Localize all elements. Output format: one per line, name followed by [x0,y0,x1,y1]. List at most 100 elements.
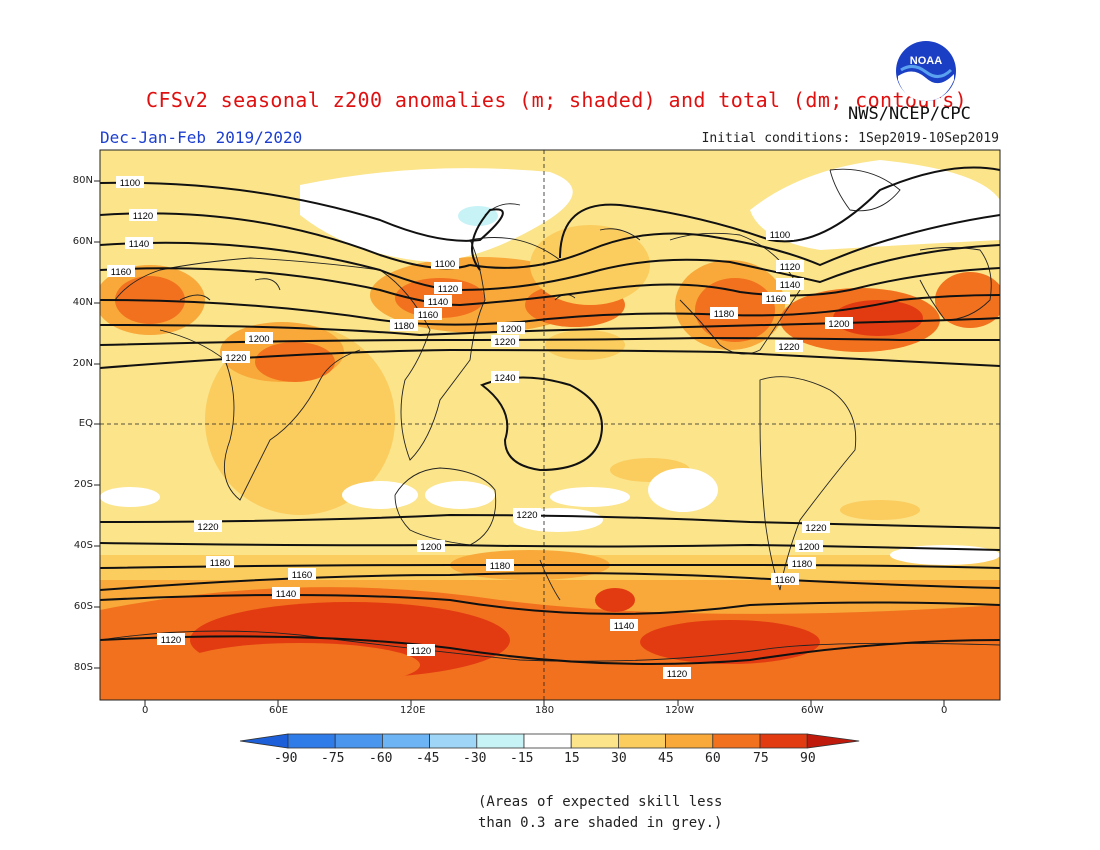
contour-label: 1220 [513,508,541,521]
organization-label: NWS/NCEP/CPC [848,104,971,124]
contour-label: 1140 [610,619,638,632]
contour-label: 1120 [434,282,462,295]
svg-text:1120: 1120 [667,669,687,680]
svg-text:1160: 1160 [111,267,131,278]
svg-text:1120: 1120 [161,635,181,646]
svg-text:1160: 1160 [292,570,312,581]
contour-label: 1200 [795,540,823,553]
contour-label: 1200 [825,317,853,330]
contour-label: 1140 [125,237,153,250]
lon-label: 120E [400,705,426,716]
contour-label: 1100 [116,176,144,189]
svg-text:1180: 1180 [792,559,812,570]
colorbar-label: -30 [463,751,487,766]
svg-text:1220: 1220 [805,523,826,534]
svg-text:1120: 1120 [780,262,800,273]
contour-label: 1200 [497,322,525,335]
svg-text:1140: 1140 [614,621,634,632]
lat-label: 40N [72,297,93,308]
contour-label: 1180 [710,307,738,320]
svg-text:1120: 1120 [133,211,153,222]
contour-label: 1180 [486,559,514,572]
lon-label: 60E [269,705,289,716]
contour-label: 1240 [491,371,519,384]
svg-text:1220: 1220 [516,510,537,521]
lon-label: 120W [665,705,694,716]
contour-label: 1140 [272,587,300,600]
svg-text:1140: 1140 [780,280,800,291]
contour-label: 1120 [157,633,185,646]
colorbar-label: 90 [800,751,816,766]
contour-label: 1120 [407,644,435,657]
svg-text:1220: 1220 [494,337,515,348]
colorbar-label: -15 [510,751,534,766]
lon-label: 60W [801,705,824,716]
contour-label: 1160 [771,573,799,586]
noaa-logo: NOAA [896,41,956,101]
svg-text:1200: 1200 [798,542,819,553]
contour-label: 1100 [766,228,794,241]
lat-label: 60S [73,601,93,612]
lat-label: 20N [72,358,93,369]
lon-label: 0 [142,705,149,716]
contour-label: 1220 [802,521,830,534]
svg-text:1180: 1180 [394,321,414,332]
contour-label: 1160 [762,292,790,305]
skill-note: (Areas of expected skill less than 0.3 a… [478,792,722,834]
lat-label: 60N [72,236,93,247]
skill-note-line: than 0.3 are shaded in grey.) [478,815,723,831]
colorbar-label: 75 [753,751,769,766]
svg-text:1200: 1200 [420,542,441,553]
chart-title: CFSv2 seasonal z200 anomalies (m; shaded… [146,88,968,112]
svg-text:1200: 1200 [500,324,521,335]
lat-label: 80S [73,662,93,673]
contour-label: 1200 [417,540,445,553]
contour-label: 1160 [107,265,135,278]
contour-label: 1200 [245,332,273,345]
contour-label: 1220 [222,351,250,364]
contour-label: 1220 [775,340,803,353]
svg-text:1220: 1220 [778,342,799,353]
colorbar-label: -60 [369,751,393,766]
contour-label: 1180 [206,556,234,569]
lat-label: 40S [73,540,93,551]
lon-label: 180 [535,705,555,716]
colorbar-label: -45 [416,751,440,766]
svg-text:1160: 1160 [775,575,795,586]
svg-text:1140: 1140 [129,239,149,250]
lat-label: EQ [78,418,93,429]
contour-label: 1120 [776,260,804,273]
contour-label: 1140 [424,295,452,308]
svg-text:1100: 1100 [770,230,790,241]
season-label: Dec-Jan-Feb 2019/2020 [100,128,303,147]
svg-text:1180: 1180 [210,558,230,569]
contour-label: 1140 [776,278,804,291]
contour-label: 1120 [129,209,157,222]
svg-text:1160: 1160 [766,294,786,305]
colorbar-label: -75 [321,751,345,766]
colorbar-label: 60 [705,751,721,766]
contour-label: 1220 [194,520,222,533]
lat-label: 20S [73,479,93,490]
svg-text:NOAA: NOAA [910,55,942,67]
colorbar-label: -90 [274,751,298,766]
svg-text:1200: 1200 [828,319,849,330]
svg-text:1220: 1220 [197,522,218,533]
contour-label: 1160 [288,568,316,581]
contour-label: 1220 [491,335,519,348]
svg-text:1140: 1140 [428,297,448,308]
svg-text:1120: 1120 [438,284,458,295]
svg-text:1140: 1140 [276,589,296,600]
svg-text:1200: 1200 [248,334,269,345]
contour-label: 1100 [431,257,459,270]
svg-text:1160: 1160 [418,310,438,321]
svg-text:1220: 1220 [225,353,246,364]
lat-label: 80N [72,175,93,186]
contour-label: 1180 [390,319,418,332]
svg-text:1120: 1120 [411,646,431,657]
colorbar-label: 15 [564,751,580,766]
initial-conditions-label: Initial conditions: 1Sep2019-10Sep2019 [701,131,999,146]
colorbar-label: 45 [658,751,674,766]
contour-label: 1120 [663,667,691,680]
